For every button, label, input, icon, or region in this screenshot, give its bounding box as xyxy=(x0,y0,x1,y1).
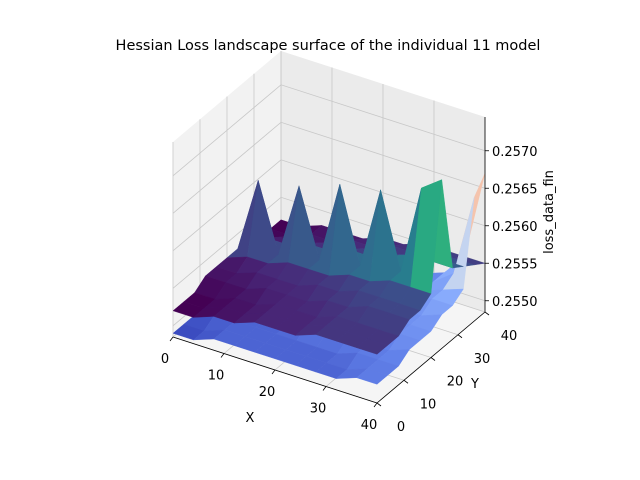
x-tick-label: 40 xyxy=(361,418,378,433)
y-axis-label: Y xyxy=(470,377,479,392)
z-tick-label: 0.2560 xyxy=(492,220,538,235)
x-tick-mark xyxy=(271,369,276,375)
y-tick-mark xyxy=(430,357,436,361)
surface-face-coolwarm xyxy=(356,368,389,385)
y-tick-label: 10 xyxy=(420,397,437,412)
x-tick-label: 0 xyxy=(161,352,169,367)
x-tick-mark xyxy=(220,353,225,358)
axes-ticks: 0 10 20 30 40 0 10 20 30 40 0.2550 0.2555 0.2560 0.25… xyxy=(161,145,538,435)
gridline-z xyxy=(172,84,486,177)
y-tick-mark xyxy=(403,379,409,384)
y-tick-label: 30 xyxy=(474,352,491,367)
x-axis-label: X xyxy=(246,411,255,426)
z-tick-label: 0.2555 xyxy=(492,257,538,272)
surface-plots xyxy=(172,173,486,385)
y-tick-label: 20 xyxy=(447,375,464,390)
x-tick-label: 10 xyxy=(208,369,225,384)
gridline-z xyxy=(172,159,486,252)
y-tick-label: 0 xyxy=(397,420,405,435)
y-tick-label: 40 xyxy=(501,329,518,344)
z-axis-label: loss_data_fin xyxy=(542,170,557,254)
chart-title: Hessian Loss landscape surface of the in… xyxy=(116,38,541,54)
y-tick-mark xyxy=(376,402,382,407)
z-tick-label: 0.2570 xyxy=(492,145,538,160)
y-tick-mark xyxy=(457,334,463,339)
y-tick-mark xyxy=(484,311,490,316)
x-tick-mark xyxy=(169,336,174,342)
z-tick-label: 0.2565 xyxy=(492,182,538,197)
x-tick-label: 30 xyxy=(310,402,327,417)
x-tick-mark xyxy=(373,402,378,408)
x-tick-mark xyxy=(322,386,327,391)
z-tick-label: 0.2550 xyxy=(492,295,538,310)
x-tick-label: 20 xyxy=(259,385,276,400)
gridline-z xyxy=(172,121,486,214)
surface-face-viridis xyxy=(356,338,389,355)
